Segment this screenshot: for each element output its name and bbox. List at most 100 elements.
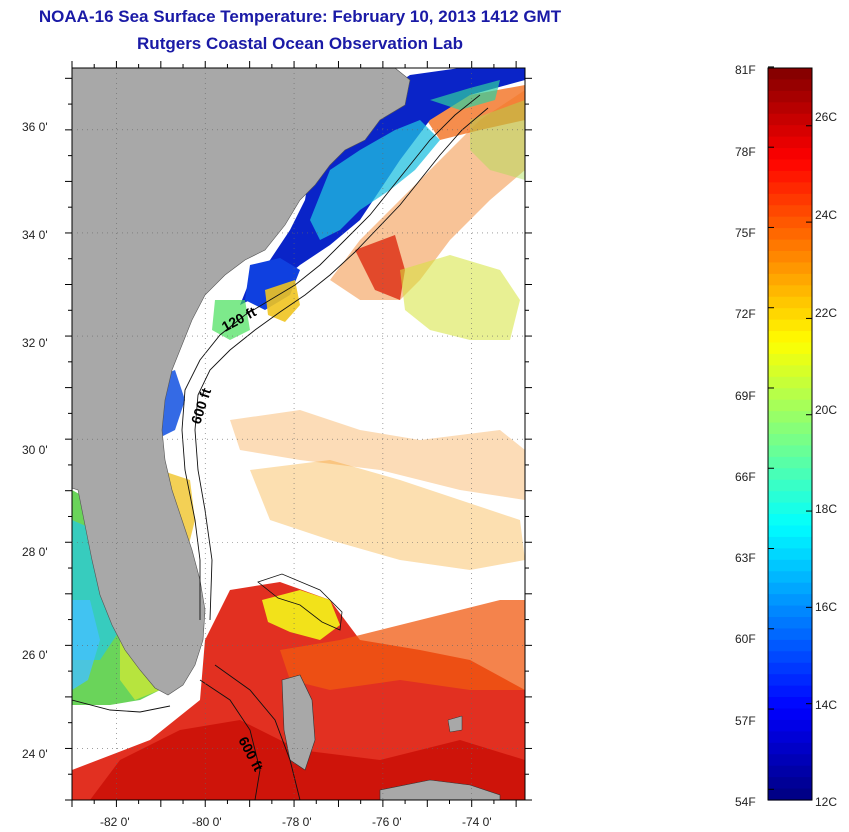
colorbar-f-label: 81F [735,63,756,77]
colorbar-band [768,319,812,332]
lat-label: 34 0' [22,228,48,242]
map-title: NOAA-16 Sea Surface Temperature: Februar… [38,7,562,26]
lon-label: -82 0' [100,815,130,829]
colorbar-band [768,102,812,115]
colorbar-band [768,376,812,389]
colorbar-band [768,514,812,527]
colorbar-band [768,239,812,252]
colorbar-band [768,273,812,286]
colorbar-band [768,216,812,229]
colorbar-band [768,434,812,447]
colorbar-c-label: 18C [815,502,837,516]
colorbar-band [768,285,812,298]
colorbar-band [768,125,812,138]
colorbar-band [768,719,812,732]
colorbar-c-label: 22C [815,306,837,320]
colorbar-band [768,639,812,652]
colorbar-f-label: 66F [735,470,756,484]
colorbar-band [768,479,812,492]
colorbar-band [768,68,812,81]
colorbar-band [768,148,812,161]
colorbar-band [768,411,812,424]
colorbar-band [768,342,812,355]
lon-label: -80 0' [192,815,222,829]
colorbar-band [768,399,812,412]
colorbar-band [768,697,812,710]
colorbar-band [768,136,812,149]
colorbar-band [768,708,812,721]
colorbar-f-label: 78F [735,145,756,159]
colorbar-band [768,754,812,767]
map-subtitle: Rutgers Coastal Ocean Observation Lab [137,34,463,53]
colorbar-c-label: 12C [815,795,837,809]
colorbar-band [768,491,812,504]
colorbar-band [768,594,812,607]
colorbar-band [768,251,812,264]
colorbar-band [768,765,812,778]
map-frame [71,67,526,801]
lat-label: 24 0' [22,747,48,761]
colorbar-band [768,228,812,241]
colorbar-band [768,353,812,366]
cuba-coast [379,779,501,800]
colorbar-band [768,525,812,538]
colorbar-f-label: 72F [735,307,756,321]
colorbar-band [768,296,812,309]
colorbar-frame [767,67,813,801]
lon-label: -74 0' [462,815,492,829]
colorbar-band [768,113,812,126]
colorbar-band [768,308,812,321]
colorbar-f-label: 63F [735,551,756,565]
colorbar-band [768,731,812,744]
colorbar-band [768,777,812,790]
lat-label: 30 0' [22,443,48,457]
colorbar-band [768,628,812,641]
colorbar-band [768,468,812,481]
colorbar-band [768,205,812,218]
lat-label: 36 0' [22,120,48,134]
colorbar-bands [768,68,812,801]
colorbar-c-label: 20C [815,403,837,417]
colorbar-band [768,559,812,572]
colorbar-band [768,662,812,675]
lat-label: 32 0' [22,336,48,350]
lat-label: 28 0' [22,545,48,559]
map-area [72,68,525,800]
lon-label: -78 0' [282,815,312,829]
colorbar-f-label: 75F [735,226,756,240]
colorbar-band [768,582,812,595]
colorbar-f-label: 54F [735,795,756,809]
colorbar-band [768,617,812,630]
axis-ticks [65,61,532,807]
colorbar-band [768,388,812,401]
colorbar-band [768,651,812,664]
colorbar-f-label: 69F [735,389,756,403]
bathymetry-contours [72,94,489,800]
land [72,68,501,800]
colorbar-f-label: 60F [735,632,756,646]
colorbar-ticks [768,66,812,801]
colorbar-c-label: 16C [815,600,837,614]
colorbar-band [768,674,812,687]
colorbar-band [768,79,812,92]
colorbar-band [768,536,812,549]
colorbar-band [768,159,812,172]
andros-island [281,674,316,771]
colorbar-f-label: 57F [735,714,756,728]
lon-label: -76 0' [372,815,402,829]
colorbar-band [768,90,812,103]
lat-label: 26 0' [22,648,48,662]
colorbar-c-label: 24C [815,208,837,222]
colorbar-band [768,193,812,206]
colorbar-band [768,502,812,515]
colorbar-band [768,422,812,435]
colorbar-band [768,365,812,378]
us-mainland [72,68,411,696]
colorbar-band [768,788,812,801]
colorbar-band [768,742,812,755]
colorbar-band [768,571,812,584]
colorbar-band [768,456,812,469]
colorbar-band [768,445,812,458]
colorbar-c-label: 14C [815,698,837,712]
